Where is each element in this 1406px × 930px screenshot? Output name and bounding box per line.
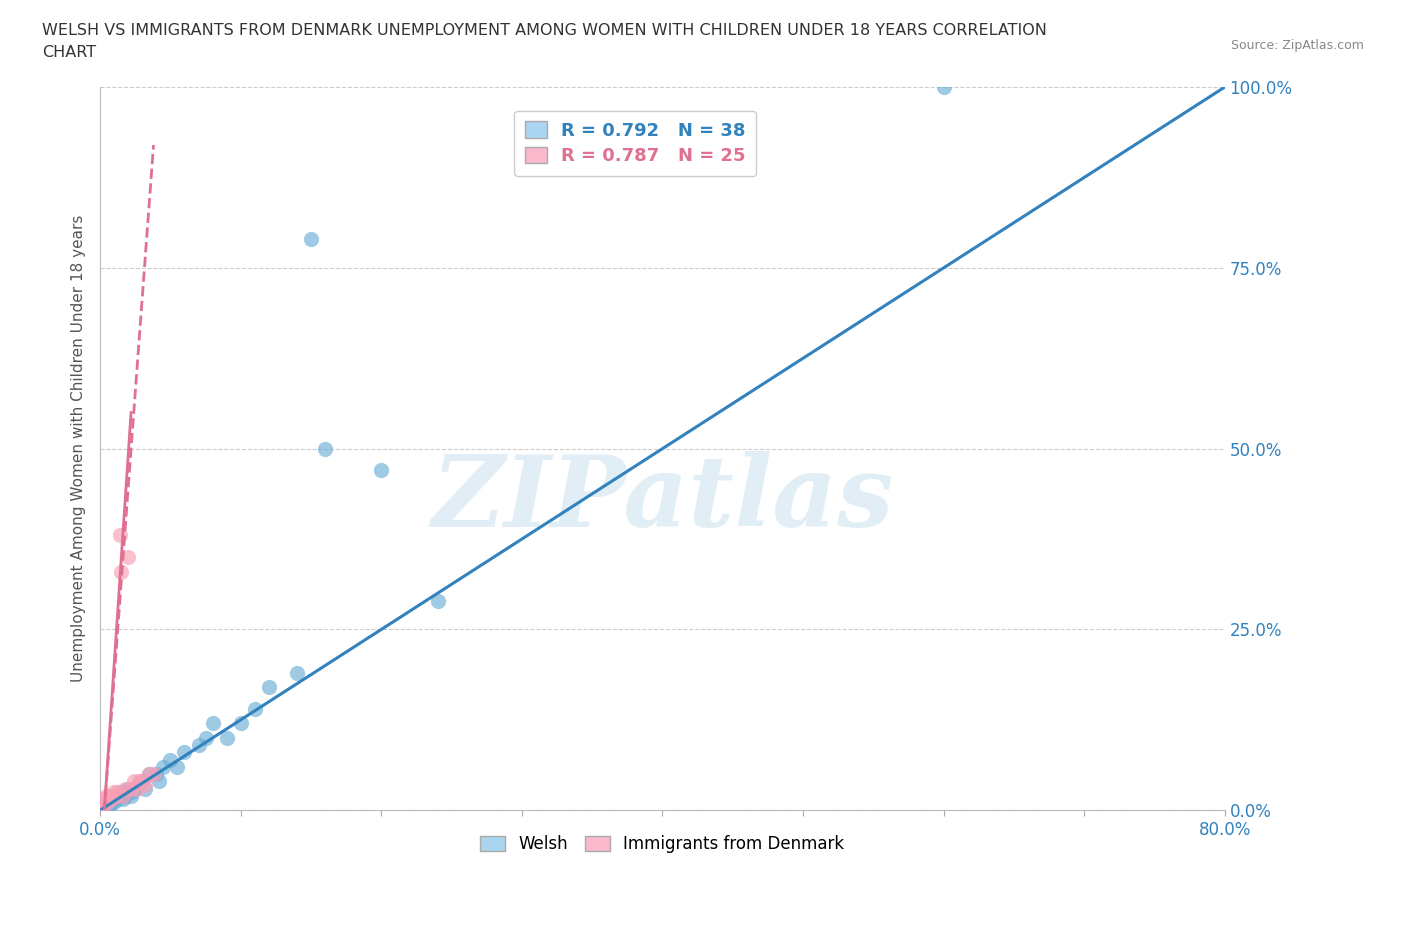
Point: [142, 766, 165, 781]
Point: [187, 737, 209, 752]
Text: ZIPatlas: ZIPatlas: [432, 451, 894, 548]
Point: [103, 794, 125, 809]
Text: CHART: CHART: [42, 45, 96, 60]
Point: [148, 774, 170, 789]
Point: [115, 785, 138, 800]
Point: [103, 785, 125, 800]
Point: [96, 799, 118, 814]
Point: [285, 665, 308, 680]
Point: [101, 789, 124, 804]
Point: [426, 593, 449, 608]
Y-axis label: Unemployment Among Women with Children Under 18 years: Unemployment Among Women with Children U…: [72, 215, 86, 683]
Point: [122, 774, 145, 789]
Point: [370, 463, 392, 478]
Point: [121, 785, 143, 800]
Point: [120, 789, 142, 804]
Point: [932, 80, 955, 95]
Point: [98, 789, 121, 804]
Point: [257, 680, 280, 695]
Point: [166, 760, 188, 775]
Point: [201, 716, 224, 731]
Point: [117, 550, 139, 565]
Point: [111, 789, 134, 804]
Point: [125, 781, 148, 796]
Point: [194, 730, 217, 745]
Point: [91, 792, 114, 807]
Point: [134, 781, 156, 796]
Point: [111, 792, 134, 807]
Point: [100, 792, 122, 807]
Point: [105, 792, 128, 807]
Point: [128, 774, 150, 789]
Point: [96, 795, 118, 810]
Point: [93, 795, 115, 810]
Point: [107, 790, 129, 804]
Point: [138, 766, 160, 781]
Point: [124, 781, 146, 796]
Point: [134, 777, 156, 792]
Point: [131, 774, 153, 789]
Point: [105, 785, 128, 800]
Point: [131, 774, 153, 789]
Point: [173, 745, 195, 760]
Point: [159, 752, 181, 767]
Point: [100, 795, 122, 810]
Point: [215, 730, 238, 745]
Point: [114, 781, 136, 796]
Point: [127, 777, 149, 792]
Point: [299, 232, 322, 246]
Point: [114, 789, 136, 804]
Point: [152, 760, 174, 775]
Point: [98, 797, 121, 812]
Point: [110, 565, 132, 579]
Point: [90, 795, 112, 810]
Point: [229, 716, 252, 731]
Point: [145, 766, 167, 781]
Point: [104, 789, 127, 804]
Point: [108, 789, 131, 804]
Point: [120, 781, 142, 796]
Point: [108, 528, 131, 543]
Point: [138, 766, 160, 781]
Text: Source: ZipAtlas.com: Source: ZipAtlas.com: [1230, 39, 1364, 52]
Text: WELSH VS IMMIGRANTS FROM DENMARK UNEMPLOYMENT AMONG WOMEN WITH CHILDREN UNDER 18: WELSH VS IMMIGRANTS FROM DENMARK UNEMPLO…: [42, 23, 1047, 38]
Point: [110, 785, 132, 800]
Point: [243, 701, 266, 716]
Legend: Welsh, Immigrants from Denmark: Welsh, Immigrants from Denmark: [474, 829, 851, 859]
Point: [314, 441, 336, 456]
Point: [97, 792, 120, 807]
Point: [94, 789, 117, 804]
Point: [117, 781, 139, 796]
